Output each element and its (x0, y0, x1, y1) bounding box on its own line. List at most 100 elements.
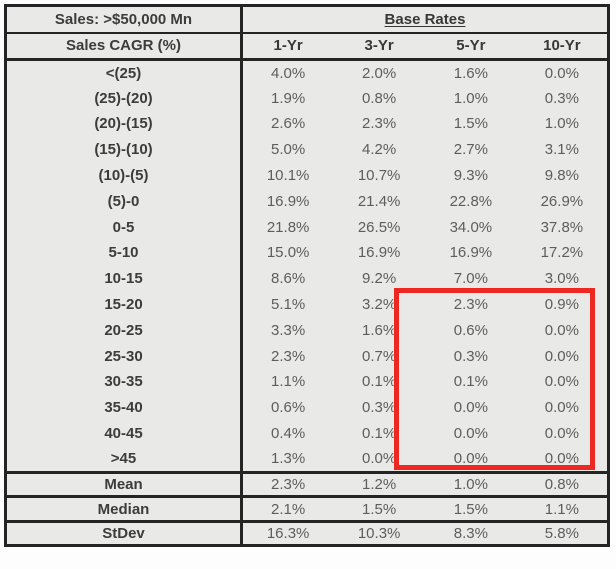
cell-value: 2.7% (425, 137, 517, 163)
row-label: 35-40 (6, 395, 242, 421)
cell-value: 9.8% (517, 163, 609, 189)
cell-value: 0.3% (517, 85, 609, 111)
table-row: (5)-016.9%21.4%22.8%26.9% (6, 188, 609, 214)
cell-value: 4.2% (333, 137, 425, 163)
header-row-top: Sales: >$50,000 Mn Base Rates (6, 6, 609, 33)
cell-value: 3.0% (517, 266, 609, 292)
summary-row: StDev16.3%10.3%8.3%5.8% (6, 521, 609, 546)
cell-value: 2.6% (242, 111, 334, 137)
cell-value: 0.9% (517, 292, 609, 318)
header-row-columns: Sales CAGR (%) 1-Yr 3-Yr 5-Yr 10-Yr (6, 33, 609, 60)
cell-value: 5.0% (242, 137, 334, 163)
column-header-3yr: 3-Yr (333, 33, 425, 60)
cell-value: 0.3% (333, 395, 425, 421)
cell-value: 17.2% (517, 240, 609, 266)
summary-row: Median2.1%1.5%1.5%1.1% (6, 497, 609, 522)
cell-value: 0.0% (333, 446, 425, 472)
cell-value: 1.3% (242, 446, 334, 472)
cell-value: 1.5% (425, 497, 517, 522)
cell-value: 34.0% (425, 214, 517, 240)
column-header-5yr: 5-Yr (425, 33, 517, 60)
cell-value: 1.5% (333, 497, 425, 522)
row-label: <(25) (6, 60, 242, 86)
row-label: Median (6, 497, 242, 522)
table-row: (10)-(5)10.1%10.7%9.3%9.8% (6, 163, 609, 189)
cell-value: 9.3% (425, 163, 517, 189)
sales-filter-label: Sales: >$50,000 Mn (6, 6, 242, 33)
cell-value: 26.9% (517, 188, 609, 214)
cell-value: 0.0% (517, 317, 609, 343)
cell-value: 22.8% (425, 188, 517, 214)
row-label: (5)-0 (6, 188, 242, 214)
cell-value: 16.9% (333, 240, 425, 266)
cell-value: 2.3% (333, 111, 425, 137)
row-label: (10)-(5) (6, 163, 242, 189)
cell-value: 0.7% (333, 343, 425, 369)
summary-row: Mean2.3%1.2%1.0%0.8% (6, 472, 609, 497)
row-label: 20-25 (6, 317, 242, 343)
cell-value: 1.0% (425, 85, 517, 111)
cell-value: 8.3% (425, 521, 517, 546)
cell-value: 0.0% (517, 421, 609, 447)
cell-value: 0.1% (333, 369, 425, 395)
sales-base-rates-table: Sales: >$50,000 Mn Base Rates Sales CAGR… (4, 4, 610, 547)
row-label: 30-35 (6, 369, 242, 395)
table-row: 15-205.1%3.2%2.3%0.9% (6, 292, 609, 318)
base-rates-group-header: Base Rates (242, 6, 609, 33)
row-label: StDev (6, 521, 242, 546)
row-label: 25-30 (6, 343, 242, 369)
cell-value: 1.6% (425, 60, 517, 86)
cell-value: 8.6% (242, 266, 334, 292)
cell-value: 37.8% (517, 214, 609, 240)
table-header: Sales: >$50,000 Mn Base Rates Sales CAGR… (6, 6, 609, 60)
table-row: (20)-(15)2.6%2.3%1.5%1.0% (6, 111, 609, 137)
cell-value: 21.8% (242, 214, 334, 240)
summary-body: Mean2.3%1.2%1.0%0.8%Median2.1%1.5%1.5%1.… (6, 472, 609, 546)
row-label: 5-10 (6, 240, 242, 266)
row-label: 40-45 (6, 421, 242, 447)
table-row: <(25)4.0%2.0%1.6%0.0% (6, 60, 609, 86)
cell-value: 26.5% (333, 214, 425, 240)
cell-value: 0.0% (517, 343, 609, 369)
cell-value: 1.0% (517, 111, 609, 137)
cell-value: 3.2% (333, 292, 425, 318)
cell-value: 2.3% (242, 343, 334, 369)
row-label: (20)-(15) (6, 111, 242, 137)
cell-value: 2.1% (242, 497, 334, 522)
table-row: 5-1015.0%16.9%16.9%17.2% (6, 240, 609, 266)
cell-value: 0.0% (517, 395, 609, 421)
cell-value: 0.1% (333, 421, 425, 447)
cell-value: 0.4% (242, 421, 334, 447)
cell-value: 1.6% (333, 317, 425, 343)
cell-value: 0.0% (517, 369, 609, 395)
row-label: Mean (6, 472, 242, 497)
cell-value: 10.3% (333, 521, 425, 546)
cell-value: 16.9% (425, 240, 517, 266)
cell-value: 5.8% (517, 521, 609, 546)
table-row: 20-253.3%1.6%0.6%0.0% (6, 317, 609, 343)
cell-value: 1.9% (242, 85, 334, 111)
cell-value: 0.0% (517, 60, 609, 86)
row-label: (15)-(10) (6, 137, 242, 163)
column-header-1yr: 1-Yr (242, 33, 334, 60)
cell-value: 0.6% (425, 317, 517, 343)
row-label: (25)-(20) (6, 85, 242, 111)
cell-value: 1.2% (333, 472, 425, 497)
cell-value: 15.0% (242, 240, 334, 266)
cell-value: 0.0% (517, 446, 609, 472)
row-label: 15-20 (6, 292, 242, 318)
table-row: 40-450.4%0.1%0.0%0.0% (6, 421, 609, 447)
cell-value: 0.0% (425, 446, 517, 472)
base-rates-title: Base Rates (385, 11, 466, 28)
row-axis-header: Sales CAGR (%) (6, 33, 242, 60)
cell-value: 10.7% (333, 163, 425, 189)
cell-value: 1.5% (425, 111, 517, 137)
cell-value: 2.3% (425, 292, 517, 318)
row-label: >45 (6, 446, 242, 472)
cell-value: 0.0% (425, 395, 517, 421)
row-label: 0-5 (6, 214, 242, 240)
cell-value: 21.4% (333, 188, 425, 214)
cell-value: 7.0% (425, 266, 517, 292)
cell-value: 0.0% (425, 421, 517, 447)
cell-value: 9.2% (333, 266, 425, 292)
